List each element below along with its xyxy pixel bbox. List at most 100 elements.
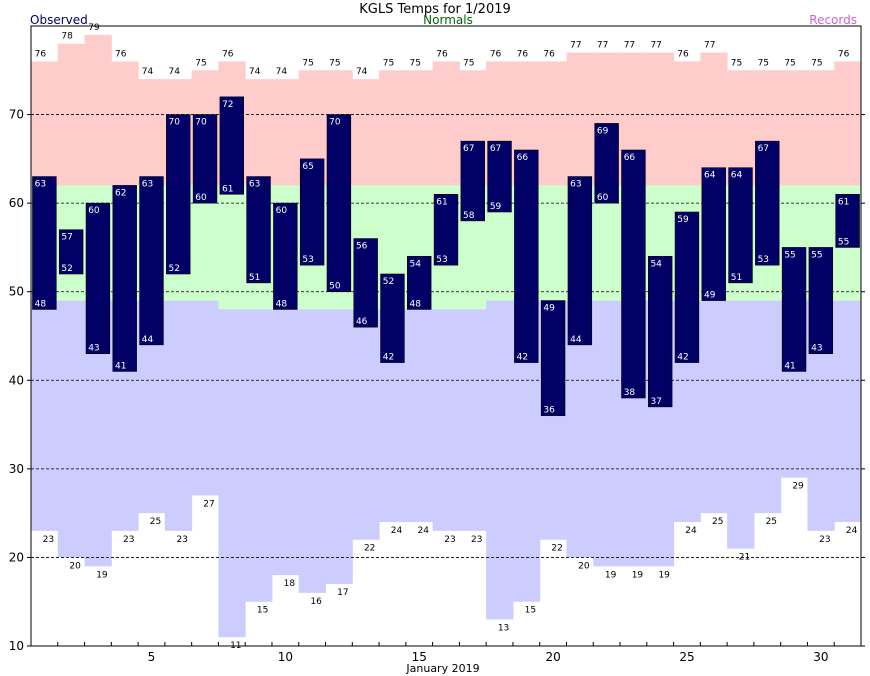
record-high-label: 74 — [276, 67, 288, 77]
record-high-label: 75 — [409, 58, 420, 68]
y-tick-label: 60 — [9, 196, 24, 210]
record-low-label: 25 — [150, 517, 161, 527]
observed-bar — [299, 158, 325, 266]
record-high-label: 76 — [35, 49, 47, 59]
observed-bar — [701, 167, 726, 301]
record-low-band — [298, 309, 327, 593]
record-high-label: 75 — [195, 58, 206, 68]
observed-high-label: 52 — [383, 277, 394, 287]
observed-low-label: 43 — [811, 344, 822, 354]
observed-high-label: 56 — [356, 242, 368, 252]
observed-bar — [433, 193, 459, 266]
record-low-band — [593, 300, 621, 567]
y-tick-label: 40 — [9, 373, 24, 387]
observed-bar — [781, 247, 807, 372]
record-low-label: 22 — [364, 544, 375, 554]
record-high-band — [405, 70, 434, 186]
observed-low-label: 46 — [356, 317, 368, 327]
observed-low-label: 61 — [222, 184, 233, 194]
observed-high-label: 60 — [276, 206, 288, 216]
record-low-label: 24 — [685, 526, 697, 536]
observed-bar — [674, 211, 700, 363]
record-low-band — [271, 309, 300, 576]
observed-bar — [139, 176, 164, 346]
observed-high-label: 55 — [784, 250, 795, 260]
observed-high-label: 61 — [436, 197, 447, 207]
observed-low-label: 42 — [517, 353, 528, 363]
observed-high-label: 69 — [597, 126, 609, 136]
observed-low-label: 41 — [784, 361, 795, 371]
record-low-label: 25 — [712, 517, 723, 527]
record-low-label: 15 — [257, 606, 268, 616]
record-high-label: 76 — [222, 49, 234, 59]
legend-observed: Observed — [30, 13, 88, 27]
observed-low-label: 48 — [409, 299, 421, 309]
record-high-label: 77 — [570, 41, 581, 51]
normal-band — [191, 185, 219, 301]
record-high-label: 76 — [677, 49, 689, 59]
record-low-label: 15 — [525, 606, 536, 616]
record-high-label: 76 — [838, 49, 850, 59]
label-layer: 63 48 76 23 57 52 78 20 60 43 79 19 62 41 76 23 63 44 74 25… — [35, 23, 858, 651]
observed-low-label: 55 — [838, 237, 849, 247]
record-high-label: 76 — [517, 49, 529, 59]
observed-bar — [273, 202, 298, 310]
record-low-band — [834, 300, 862, 522]
observed-low-label: 50 — [329, 282, 341, 292]
observed-low-label: 43 — [88, 344, 99, 354]
observed-bar — [246, 176, 271, 284]
record-high-label: 77 — [650, 41, 661, 51]
record-high-label: 76 — [115, 49, 127, 59]
observed-bar — [407, 255, 432, 310]
observed-bar — [567, 176, 593, 346]
observed-bar — [540, 300, 566, 417]
observed-low-label: 49 — [704, 291, 716, 301]
observed-low-label: 52 — [169, 264, 180, 274]
observed-high-label: 54 — [650, 259, 662, 269]
observed-high-label: 66 — [517, 153, 529, 163]
x-tick-label: 5 — [148, 650, 156, 664]
record-high-band — [673, 61, 701, 186]
observed-bar — [192, 114, 218, 204]
x-tick-label: 30 — [813, 650, 828, 664]
record-high-label: 74 — [142, 67, 154, 77]
record-high-label: 77 — [597, 41, 608, 51]
record-high-band — [111, 61, 139, 186]
y-tick-label: 70 — [9, 108, 24, 122]
record-high-band — [539, 61, 567, 186]
observed-bar — [353, 238, 378, 328]
observed-bar — [514, 149, 539, 363]
record-high-band — [379, 70, 407, 186]
observed-high-label: 60 — [88, 206, 100, 216]
observed-high-label: 59 — [677, 215, 689, 225]
record-low-label: 19 — [96, 570, 108, 580]
record-high-band — [271, 79, 300, 186]
observed-bar — [32, 176, 57, 310]
record-high-label: 75 — [811, 58, 822, 68]
record-low-label: 22 — [551, 544, 562, 554]
observed-low-label: 58 — [463, 211, 475, 221]
record-low-label: 23 — [819, 535, 830, 545]
record-high-label: 75 — [731, 58, 742, 68]
record-low-label: 20 — [578, 561, 590, 571]
observed-bar — [112, 185, 137, 372]
record-low-band — [245, 309, 273, 602]
observed-low-label: 51 — [731, 273, 742, 283]
record-high-label: 75 — [302, 58, 313, 68]
record-high-label: 75 — [758, 58, 769, 68]
record-low-band — [191, 300, 219, 496]
record-low-label: 20 — [69, 561, 81, 571]
observed-bar — [594, 123, 619, 204]
observed-bar — [487, 140, 512, 213]
record-low-label: 24 — [846, 526, 858, 536]
record-high-label: 74 — [169, 67, 181, 77]
record-low-band — [325, 309, 353, 584]
record-high-label: 74 — [249, 67, 261, 77]
observed-bar — [648, 255, 673, 408]
observed-high-label: 67 — [463, 144, 474, 154]
observed-bar — [166, 114, 191, 275]
observed-bar — [755, 140, 780, 266]
observed-low-label: 53 — [758, 255, 769, 265]
legend-records: Records — [809, 13, 857, 27]
